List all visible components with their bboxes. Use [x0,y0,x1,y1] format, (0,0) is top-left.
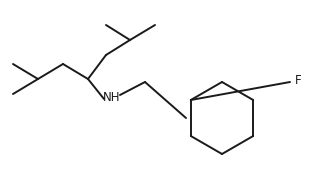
Text: F: F [295,73,301,86]
Text: NH: NH [103,91,121,103]
